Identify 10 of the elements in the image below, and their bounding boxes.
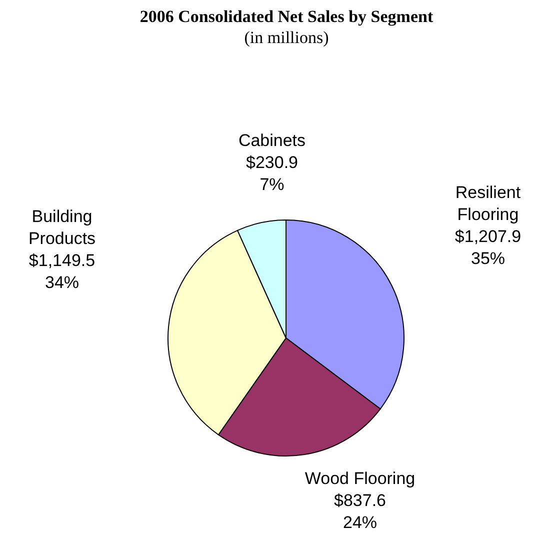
- data-label: $230.9 7%: [246, 153, 298, 194]
- slice-label: Wood Flooring: [304, 469, 416, 488]
- chart-subtitle: (in millions): [244, 28, 329, 47]
- slice-label: Cabinets: [238, 131, 306, 150]
- data-label: $1,149.5 34%: [28, 251, 96, 292]
- slice-label: Resilient Flooring: [455, 183, 521, 224]
- slice-label: Building Products: [28, 207, 96, 248]
- chart-title: 2006 Consolidated Net Sales by Segment: [140, 7, 434, 26]
- data-label: $1,207.9 35%: [454, 227, 522, 268]
- data-label: $837.6 24%: [334, 491, 386, 532]
